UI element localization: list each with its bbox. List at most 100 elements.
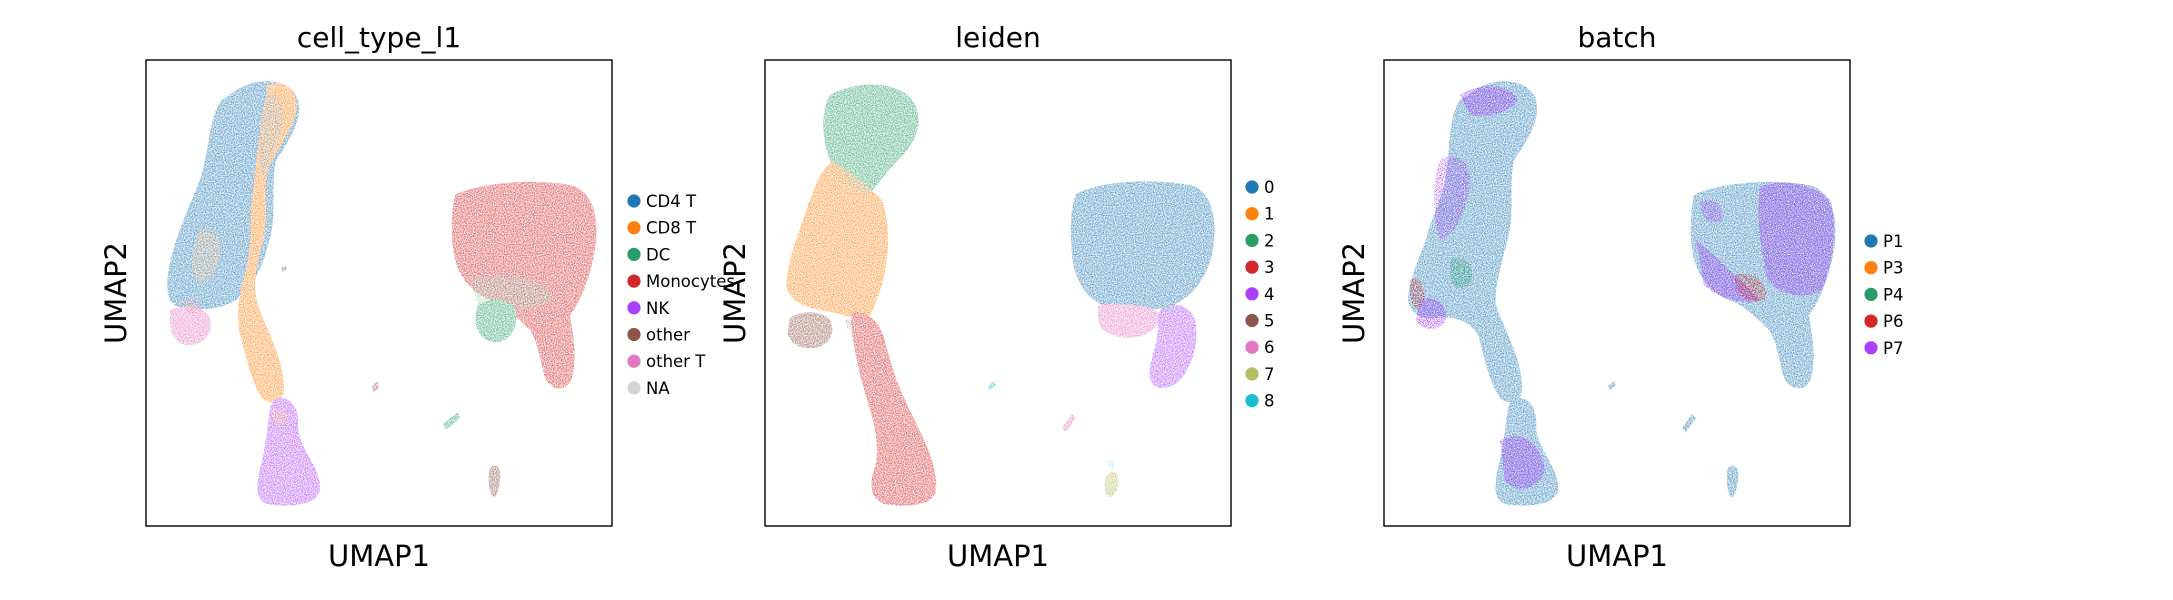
legend-item: Monocytes xyxy=(627,272,735,291)
legend-marker xyxy=(627,221,641,235)
legend-marker xyxy=(627,274,641,288)
legend-label: 4 xyxy=(1264,285,1275,304)
legend-label: P6 xyxy=(1883,312,1903,331)
legend-marker xyxy=(627,381,641,395)
legend-marker xyxy=(627,247,641,261)
y-axis-label: UMAP2 xyxy=(718,242,752,344)
y-axis-label: UMAP2 xyxy=(99,242,133,344)
legend-label: 0 xyxy=(1264,178,1275,197)
y-axis-label: UMAP2 xyxy=(1337,242,1371,344)
legend-item: 4 xyxy=(1245,285,1275,304)
plot-frame xyxy=(1383,59,1851,527)
legend-item: P4 xyxy=(1864,285,1903,304)
cluster-4 xyxy=(1149,304,1197,388)
legend-item: P7 xyxy=(1864,339,1903,358)
legend-label: 5 xyxy=(1264,312,1275,331)
legend: 0 1 2 3 4 5 6 7 8 xyxy=(1245,178,1275,411)
batch-island-tcells xyxy=(1408,81,1538,403)
legend-label: other xyxy=(646,326,690,345)
legend-label: DC xyxy=(646,245,670,264)
legend-item: P3 xyxy=(1864,259,1903,278)
mix-specks xyxy=(182,93,552,426)
legend-label: 6 xyxy=(1264,338,1275,357)
legend-label: P1 xyxy=(1883,232,1903,251)
legend-marker xyxy=(627,301,641,315)
scatter-points xyxy=(1408,81,1836,506)
plot-frame xyxy=(764,59,1232,527)
panel-leiden: leiden xyxy=(718,21,1275,573)
legend-label: 2 xyxy=(1264,231,1275,250)
cluster-8-small xyxy=(988,381,996,390)
cluster-other-small xyxy=(372,381,379,392)
legend-marker xyxy=(1864,261,1878,275)
cluster-cd8-t xyxy=(237,83,297,403)
plot-frame xyxy=(145,59,613,527)
batch-mixed-specks xyxy=(1410,156,1766,308)
cluster-2 xyxy=(823,84,919,198)
legend-marker xyxy=(1245,313,1259,328)
legend-marker xyxy=(1245,233,1259,247)
legend-label: CD4 T xyxy=(646,192,697,211)
legend-item: 1 xyxy=(1245,205,1275,224)
panel-title: batch xyxy=(1577,21,1656,54)
legend-item: other T xyxy=(627,352,706,371)
cluster-nk xyxy=(257,398,321,506)
legend-marker xyxy=(1245,180,1259,194)
legend-item: 6 xyxy=(1245,338,1275,357)
legend-label: Monocytes xyxy=(646,272,735,291)
legend-marker xyxy=(1245,287,1259,301)
legend-label: P3 xyxy=(1883,259,1903,278)
legend-item: DC xyxy=(627,245,670,264)
legend-item: CD4 T xyxy=(627,192,697,211)
legend-marker xyxy=(1864,234,1878,248)
cluster-0 xyxy=(1070,181,1215,311)
scatter-points xyxy=(167,81,597,506)
panel-title: cell_type_l1 xyxy=(297,21,461,54)
x-axis-label: UMAP1 xyxy=(1566,539,1668,573)
panel-title: leiden xyxy=(955,21,1041,54)
cluster-7 xyxy=(1104,471,1119,497)
legend-marker xyxy=(1245,367,1259,381)
legend-marker xyxy=(1864,341,1878,355)
legend: P1 P3 P4 P6 P7 xyxy=(1864,232,1903,358)
legend-item: P6 xyxy=(1864,312,1903,331)
scatter-points xyxy=(786,84,1215,506)
legend-label: CD8 T xyxy=(646,219,697,238)
panel-cell-type-l1: cell_type_l1 xyxy=(99,21,735,573)
legend-label: NK xyxy=(646,299,670,318)
cluster-other-dot xyxy=(281,266,287,272)
legend-item: 3 xyxy=(1245,258,1275,277)
cluster-dc xyxy=(475,300,517,343)
legend-label: 1 xyxy=(1264,205,1275,224)
cluster-6 xyxy=(1098,304,1161,338)
panel-batch: batch xyxy=(1337,21,1903,573)
legend-item: 0 xyxy=(1245,178,1275,197)
cluster-5 xyxy=(788,312,833,349)
legend-item: NK xyxy=(627,299,670,318)
cluster-3 xyxy=(851,311,937,506)
legend-label: other T xyxy=(646,352,706,371)
cluster-1 xyxy=(786,162,889,320)
legend-label: 8 xyxy=(1264,392,1275,411)
legend-label: P7 xyxy=(1883,339,1903,358)
x-axis-label: UMAP1 xyxy=(947,539,1049,573)
cluster-other-bottom xyxy=(488,465,501,498)
legend-item: CD8 T xyxy=(627,219,697,238)
legend-label: 7 xyxy=(1264,365,1275,384)
legend-item: 2 xyxy=(1245,231,1275,250)
legend-marker xyxy=(1245,394,1259,408)
legend: CD4 T CD8 T DC Monocytes NK other other T NA xyxy=(627,192,735,398)
legend-marker xyxy=(627,354,641,368)
legend-item: other xyxy=(627,326,690,345)
legend-marker xyxy=(1245,207,1259,221)
legend-marker xyxy=(627,194,641,208)
mix-specks xyxy=(842,169,1177,469)
legend-label: 3 xyxy=(1264,258,1275,277)
legend-item: 8 xyxy=(1245,392,1275,411)
batch-island-small-2 xyxy=(1682,414,1696,432)
legend-marker xyxy=(1864,314,1878,328)
x-axis-label: UMAP1 xyxy=(328,539,430,573)
legend-item: 5 xyxy=(1245,312,1275,331)
cluster-dc-small xyxy=(443,412,460,430)
legend-label: NA xyxy=(646,379,670,398)
